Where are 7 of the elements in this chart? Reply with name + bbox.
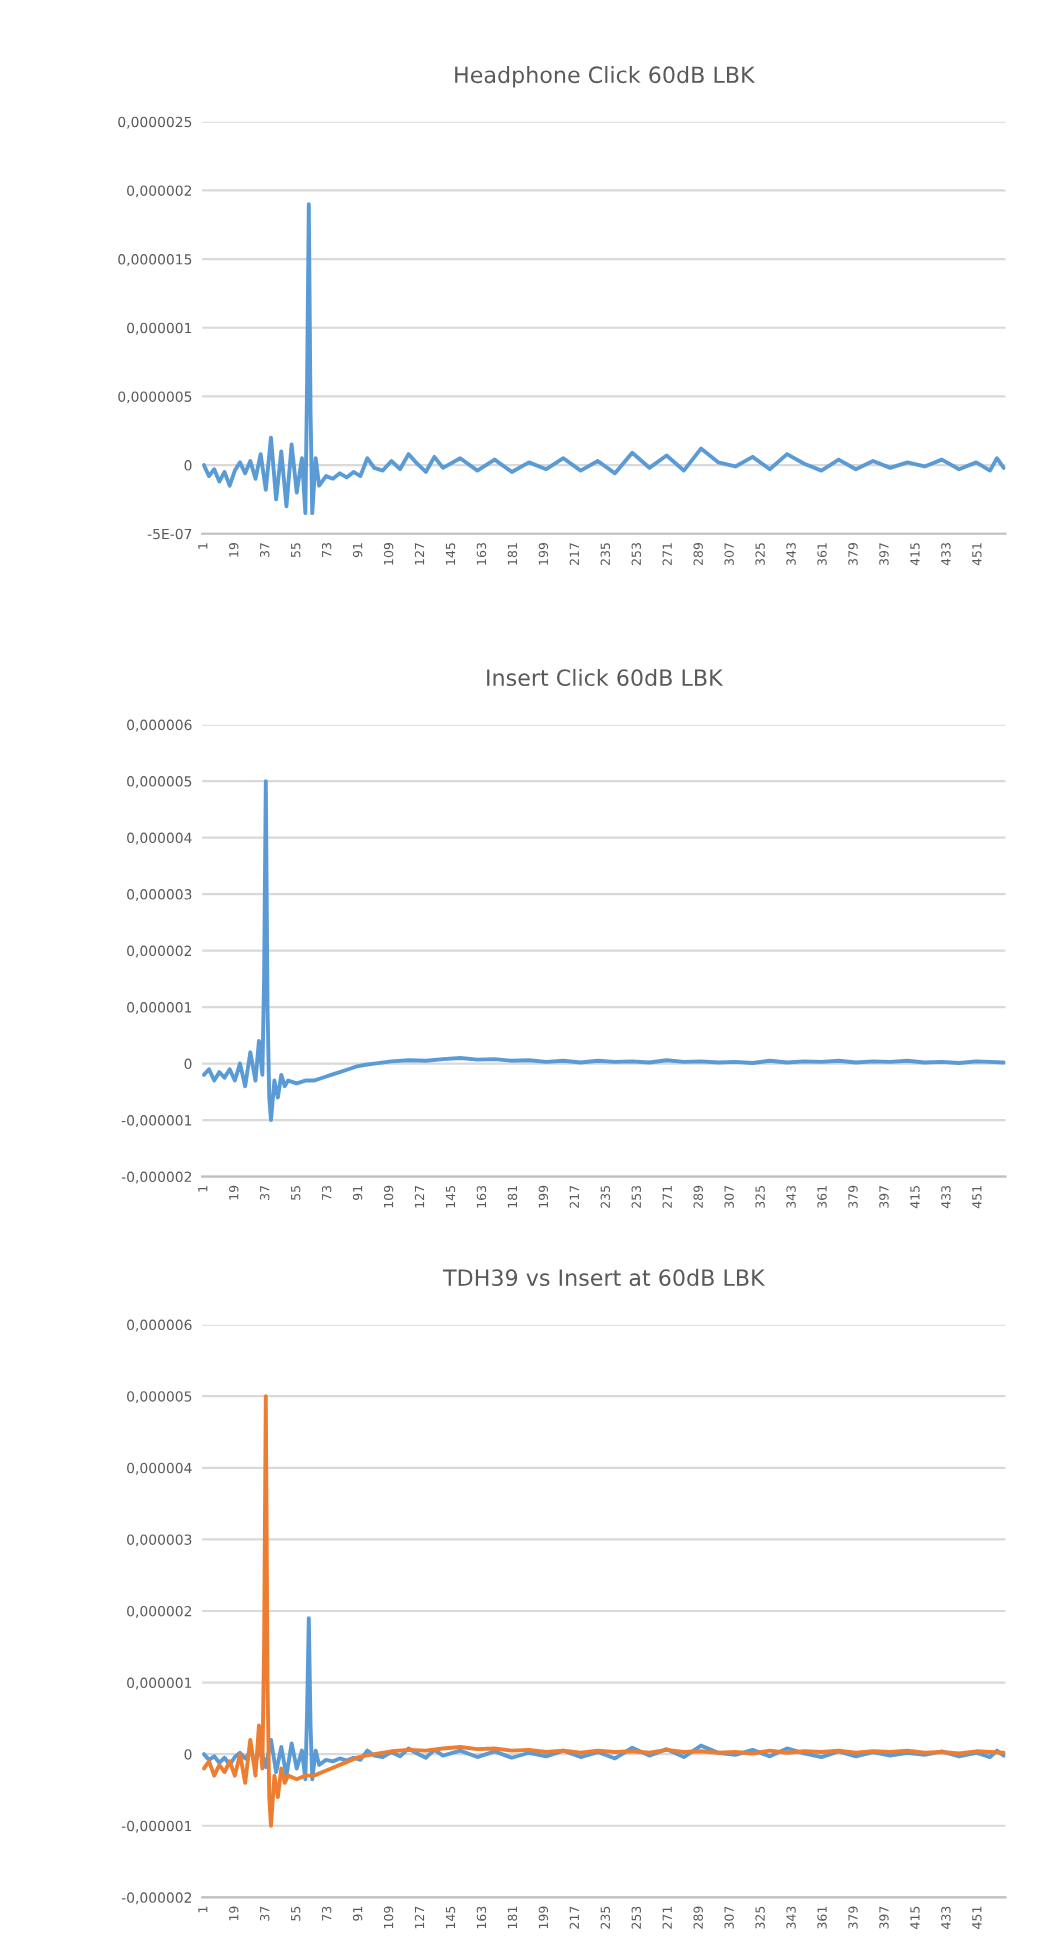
line-series xyxy=(202,202,1006,516)
line-series xyxy=(202,779,1006,1123)
chart-title: TDH39 vs Insert at 60dB LBK xyxy=(442,1268,766,1287)
line-series xyxy=(202,1616,1006,1782)
line-series xyxy=(202,1394,1006,1828)
chart-title: Headphone Click 60dB LBK xyxy=(455,65,756,88)
chart-title: Insert Click 60dB LBK xyxy=(487,668,724,687)
